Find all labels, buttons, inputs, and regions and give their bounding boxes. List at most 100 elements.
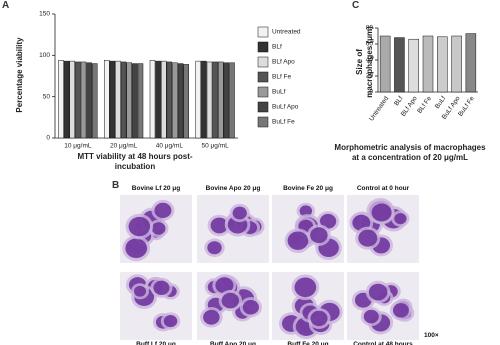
legend-label: BuLf Fe	[272, 119, 295, 126]
bar	[465, 33, 477, 93]
nucleus	[128, 216, 151, 237]
legend-swatch	[257, 116, 269, 128]
bar	[217, 61, 224, 139]
legend-label: Untreated	[272, 29, 301, 36]
bar	[394, 37, 405, 93]
bar	[126, 62, 133, 139]
nucleus	[134, 285, 147, 297]
bar	[58, 60, 64, 139]
nucleus	[215, 277, 234, 294]
bar	[155, 60, 161, 139]
x-tick-label: 20 μg/mL	[110, 143, 138, 150]
bar	[104, 60, 110, 139]
x-tick-label: 50 μg/mL	[202, 143, 230, 150]
legend-swatch	[257, 56, 269, 68]
panel-label: A	[2, 0, 10, 11]
x-tick-label: BLf	[393, 95, 404, 107]
micrograph-label: Control at 0 hour	[356, 185, 410, 192]
legend-swatch	[257, 71, 269, 83]
legend-swatch	[257, 86, 269, 98]
bar	[137, 63, 144, 139]
panel-label: B	[112, 180, 120, 191]
legend-label: BuLf Apo	[272, 104, 299, 111]
y-tick-label: 60	[366, 41, 374, 48]
legend-swatch	[257, 41, 269, 53]
micrograph-label: Buff Lf 20 μg	[136, 341, 176, 345]
y-tick-label: 0	[369, 89, 373, 96]
bar	[109, 60, 116, 139]
bar	[69, 60, 76, 139]
y-axis-label: Size of macrophages (μm)	[355, 26, 374, 98]
bar	[166, 61, 173, 139]
bar	[437, 36, 448, 93]
nucleus	[392, 303, 409, 318]
bar	[115, 60, 121, 139]
panel-label: C	[352, 0, 360, 11]
micrograph-label: Bovine Lf 20 μg	[131, 185, 181, 192]
nucleus	[151, 222, 166, 235]
legend-swatch	[257, 26, 269, 38]
nucleus	[319, 213, 337, 229]
bar	[408, 38, 419, 93]
nucleus	[125, 238, 148, 259]
bar	[451, 35, 462, 93]
nucleus	[232, 206, 247, 220]
bar	[229, 62, 235, 139]
nucleus	[294, 277, 317, 298]
bar	[63, 60, 70, 139]
bar	[120, 61, 127, 139]
nucleus	[163, 315, 178, 328]
legend-label: BLf Apo	[272, 59, 295, 66]
nucleus	[310, 310, 328, 327]
x-axis-label: Morphometric analysis of macrophages at …	[334, 143, 486, 162]
bar	[206, 61, 213, 139]
nucleus	[368, 283, 388, 301]
x-axis-label: MTT viability at 48 hours post-incubatio…	[77, 152, 193, 171]
nucleus	[363, 309, 379, 324]
x-tick-label: BuLf	[434, 95, 448, 110]
nucleus	[310, 227, 328, 244]
micrograph-label: Buff Fe 20 μg	[287, 341, 329, 345]
nucleus	[154, 202, 172, 219]
nucleus	[299, 205, 313, 217]
bar	[132, 63, 138, 139]
bar	[75, 61, 81, 139]
y-tick-label: 150	[39, 11, 50, 18]
x-tick-label: 10 μg/mL	[64, 143, 92, 150]
x-tick-label: BLf Fe	[416, 95, 433, 115]
bar	[201, 60, 207, 139]
y-tick-label: 80	[366, 25, 374, 32]
legend-label: BuLf	[272, 89, 286, 96]
bar	[149, 60, 156, 139]
magnification: 100×	[424, 332, 439, 339]
bar	[177, 63, 184, 139]
nucleus	[242, 299, 259, 315]
legend-label: BLf Fe	[272, 74, 292, 81]
y-tick-label: 20	[366, 73, 374, 80]
x-tick-label: 40 μg/mL	[156, 143, 184, 150]
bar	[223, 62, 230, 139]
bar	[160, 60, 167, 139]
y-tick-label: 100	[39, 52, 50, 59]
legend-swatch	[257, 101, 269, 113]
nucleus	[203, 309, 220, 325]
bar	[195, 60, 202, 139]
nucleus	[207, 241, 222, 255]
nucleus	[210, 217, 229, 234]
legend-label: BLf	[272, 44, 282, 51]
nucleus	[358, 229, 378, 247]
micrograph-label: Bovine Fe 20 μg	[283, 185, 333, 192]
bar	[422, 35, 434, 93]
y-tick-label: 0	[46, 135, 50, 142]
nucleus	[221, 292, 240, 309]
micrograph-label: Bovine Apo 20 μg	[205, 185, 261, 192]
bar	[86, 62, 92, 139]
nucleus	[371, 203, 392, 222]
micrograph-label: Buff Apo 20 μg	[210, 341, 256, 345]
bar	[80, 61, 87, 139]
bar	[91, 63, 98, 139]
bar	[172, 62, 178, 139]
bar	[379, 35, 391, 93]
